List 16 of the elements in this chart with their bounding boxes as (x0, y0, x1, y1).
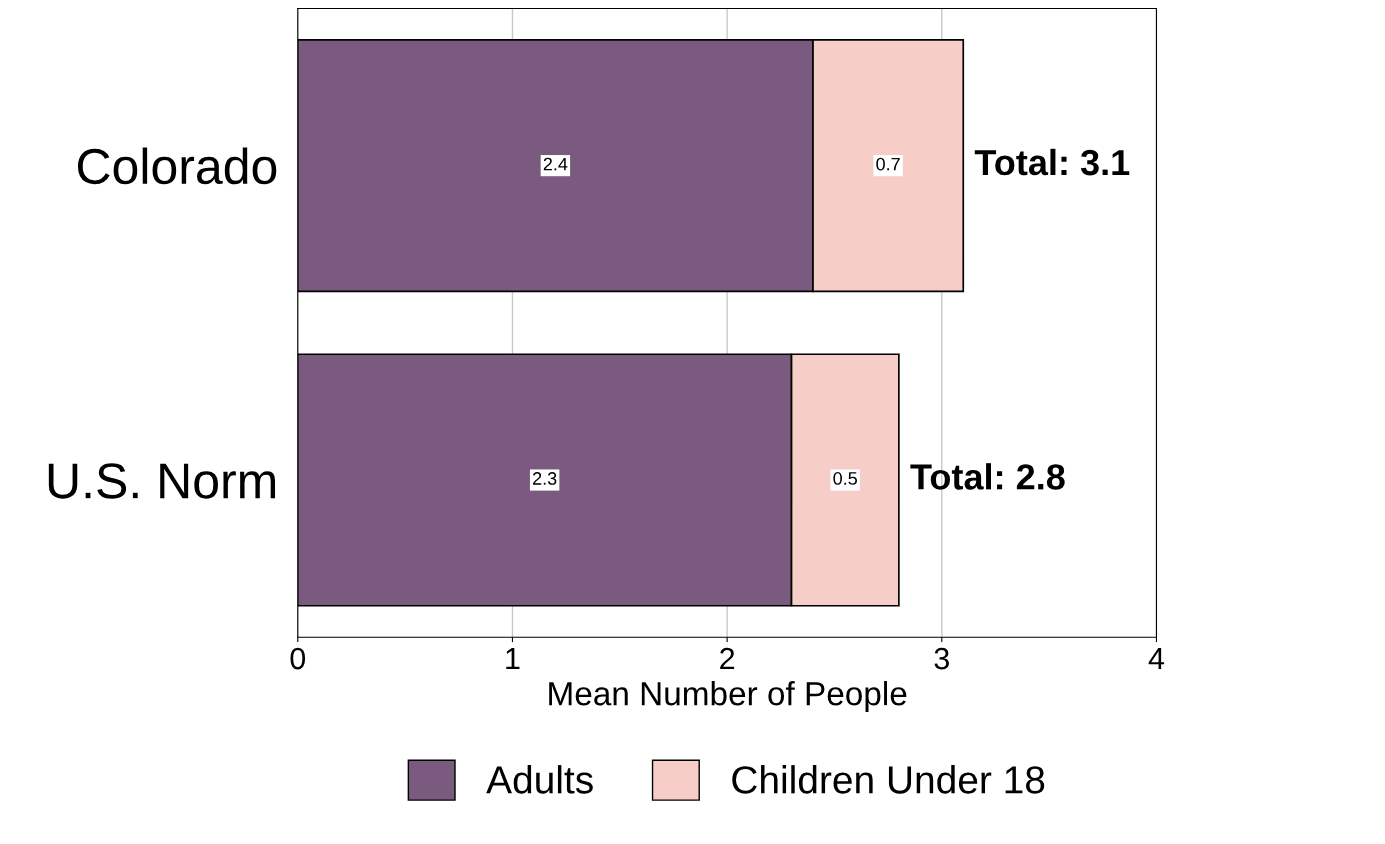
x-tick-label: 2 (720, 647, 735, 670)
y-tick-label: U.S. Norm (48, 463, 276, 499)
data-label: 0.7 (876, 157, 900, 171)
x-axis-title: Mean Number of People (549, 680, 907, 713)
x-tick-label: 4 (1148, 648, 1165, 670)
data-label: 2.3 (533, 472, 557, 485)
x-tick-label: 0 (290, 647, 306, 670)
total-label: Total: 2.8 (910, 463, 1065, 490)
data-label: 0.5 (833, 472, 857, 485)
legend-label: Adults (486, 765, 593, 794)
x-tick-label: 1 (506, 648, 520, 670)
y-tick-label: Colorado (77, 147, 277, 185)
x-tick-label: 3 (934, 647, 949, 670)
data-label: 2.4 (543, 157, 568, 171)
legend-label: Children Under 18 (732, 765, 1045, 794)
total-label: Total: 3.1 (974, 148, 1130, 176)
